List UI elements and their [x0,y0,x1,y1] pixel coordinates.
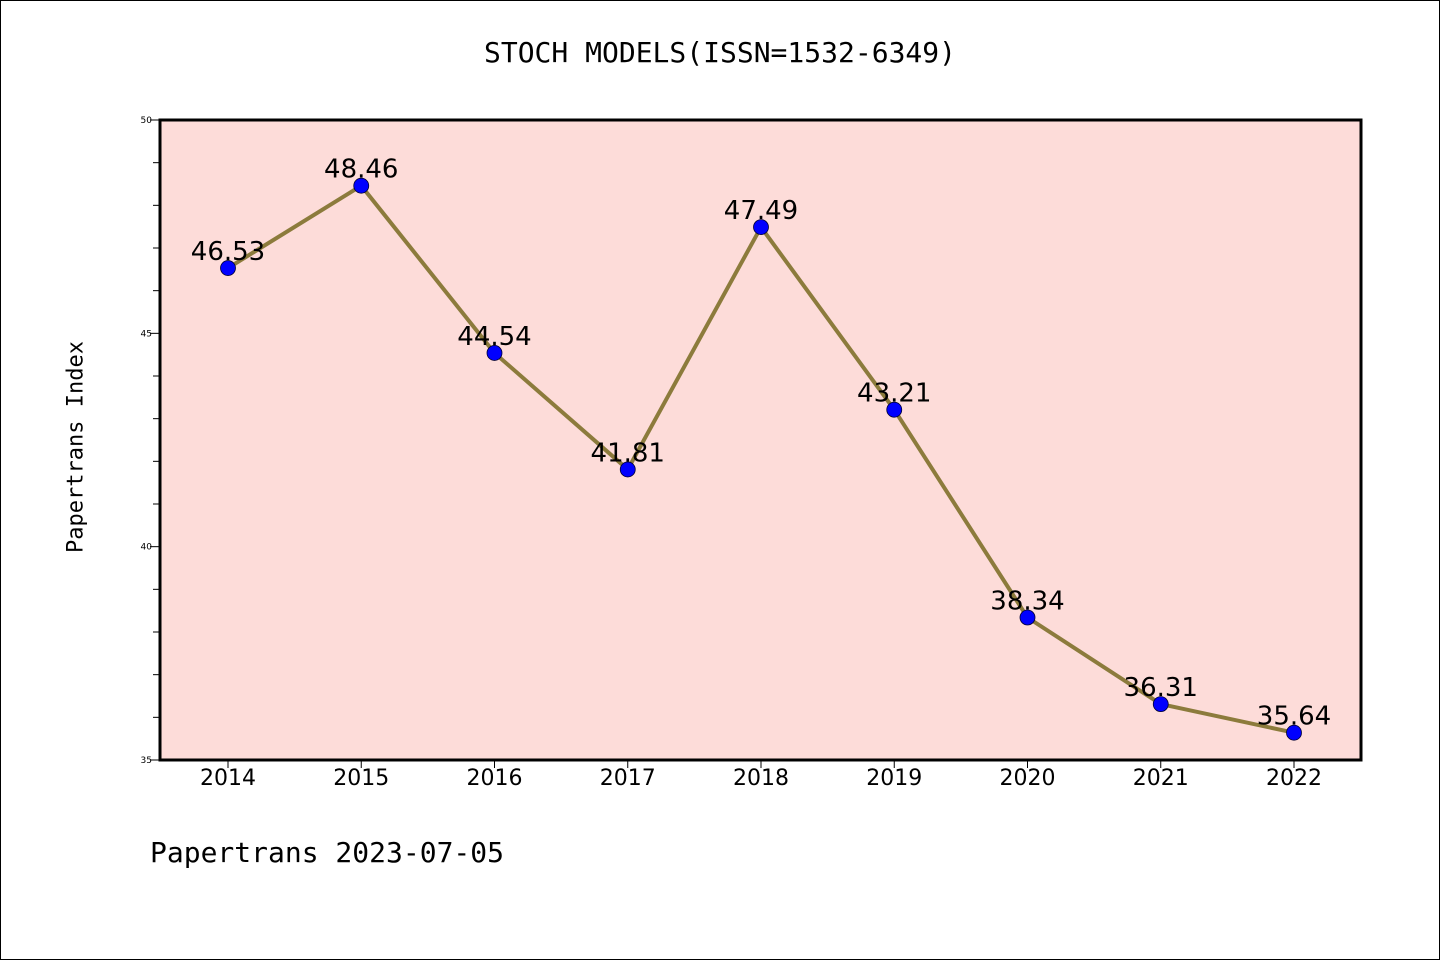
x-tick-label: 2019 [866,766,922,791]
footer-date: Papertrans 2023-07-05 [150,836,505,869]
data-label: 44.54 [457,322,531,352]
x-axis: 2014 2015 2016 2017 2018 2019 2020 2021 2022 [200,760,1322,791]
data-label: 41.81 [591,438,665,468]
x-tick-label: 2014 [200,766,256,791]
data-point [753,219,769,235]
plot-border [158,118,1363,762]
data-point [1019,609,1036,626]
data-label: 48.46 [324,155,398,185]
y-tick-label: 50 [141,116,153,126]
data-label: 46.53 [191,237,265,267]
chart-title: STOCH MODELS(ISSN=1532-6349) [483,36,956,69]
x-tick-label: 2022 [1266,766,1322,791]
data-point [220,260,236,276]
y-axis: 35 40 45 50 [141,116,160,766]
data-label: 35.64 [1257,702,1331,732]
x-tick-label: 2021 [1133,766,1189,791]
data-label: 38.34 [990,586,1064,616]
data-label: 36.31 [1124,673,1198,703]
x-tick-label: 2020 [1000,766,1056,791]
data-point [886,401,903,418]
data-point [486,345,503,361]
x-tick-label: 2015 [333,766,389,791]
x-tick-label: 2018 [733,766,789,791]
y-tick-label: 40 [141,543,153,553]
x-tick-label: 2016 [467,766,523,791]
data-point [353,177,370,194]
data-label: 47.49 [724,196,798,226]
data-point [1152,696,1169,713]
data-point [1286,724,1302,741]
x-tick-label: 2017 [600,766,656,791]
data-label: 43.21 [857,379,931,409]
data-points [220,177,1302,741]
y-tick-label: 45 [141,329,152,339]
y-tick-label: 35 [141,756,152,766]
data-labels: 46.53 48.46 44.54 41.81 47.49 43.21 38.34 36.31… [191,155,1331,732]
data-point [619,461,636,478]
